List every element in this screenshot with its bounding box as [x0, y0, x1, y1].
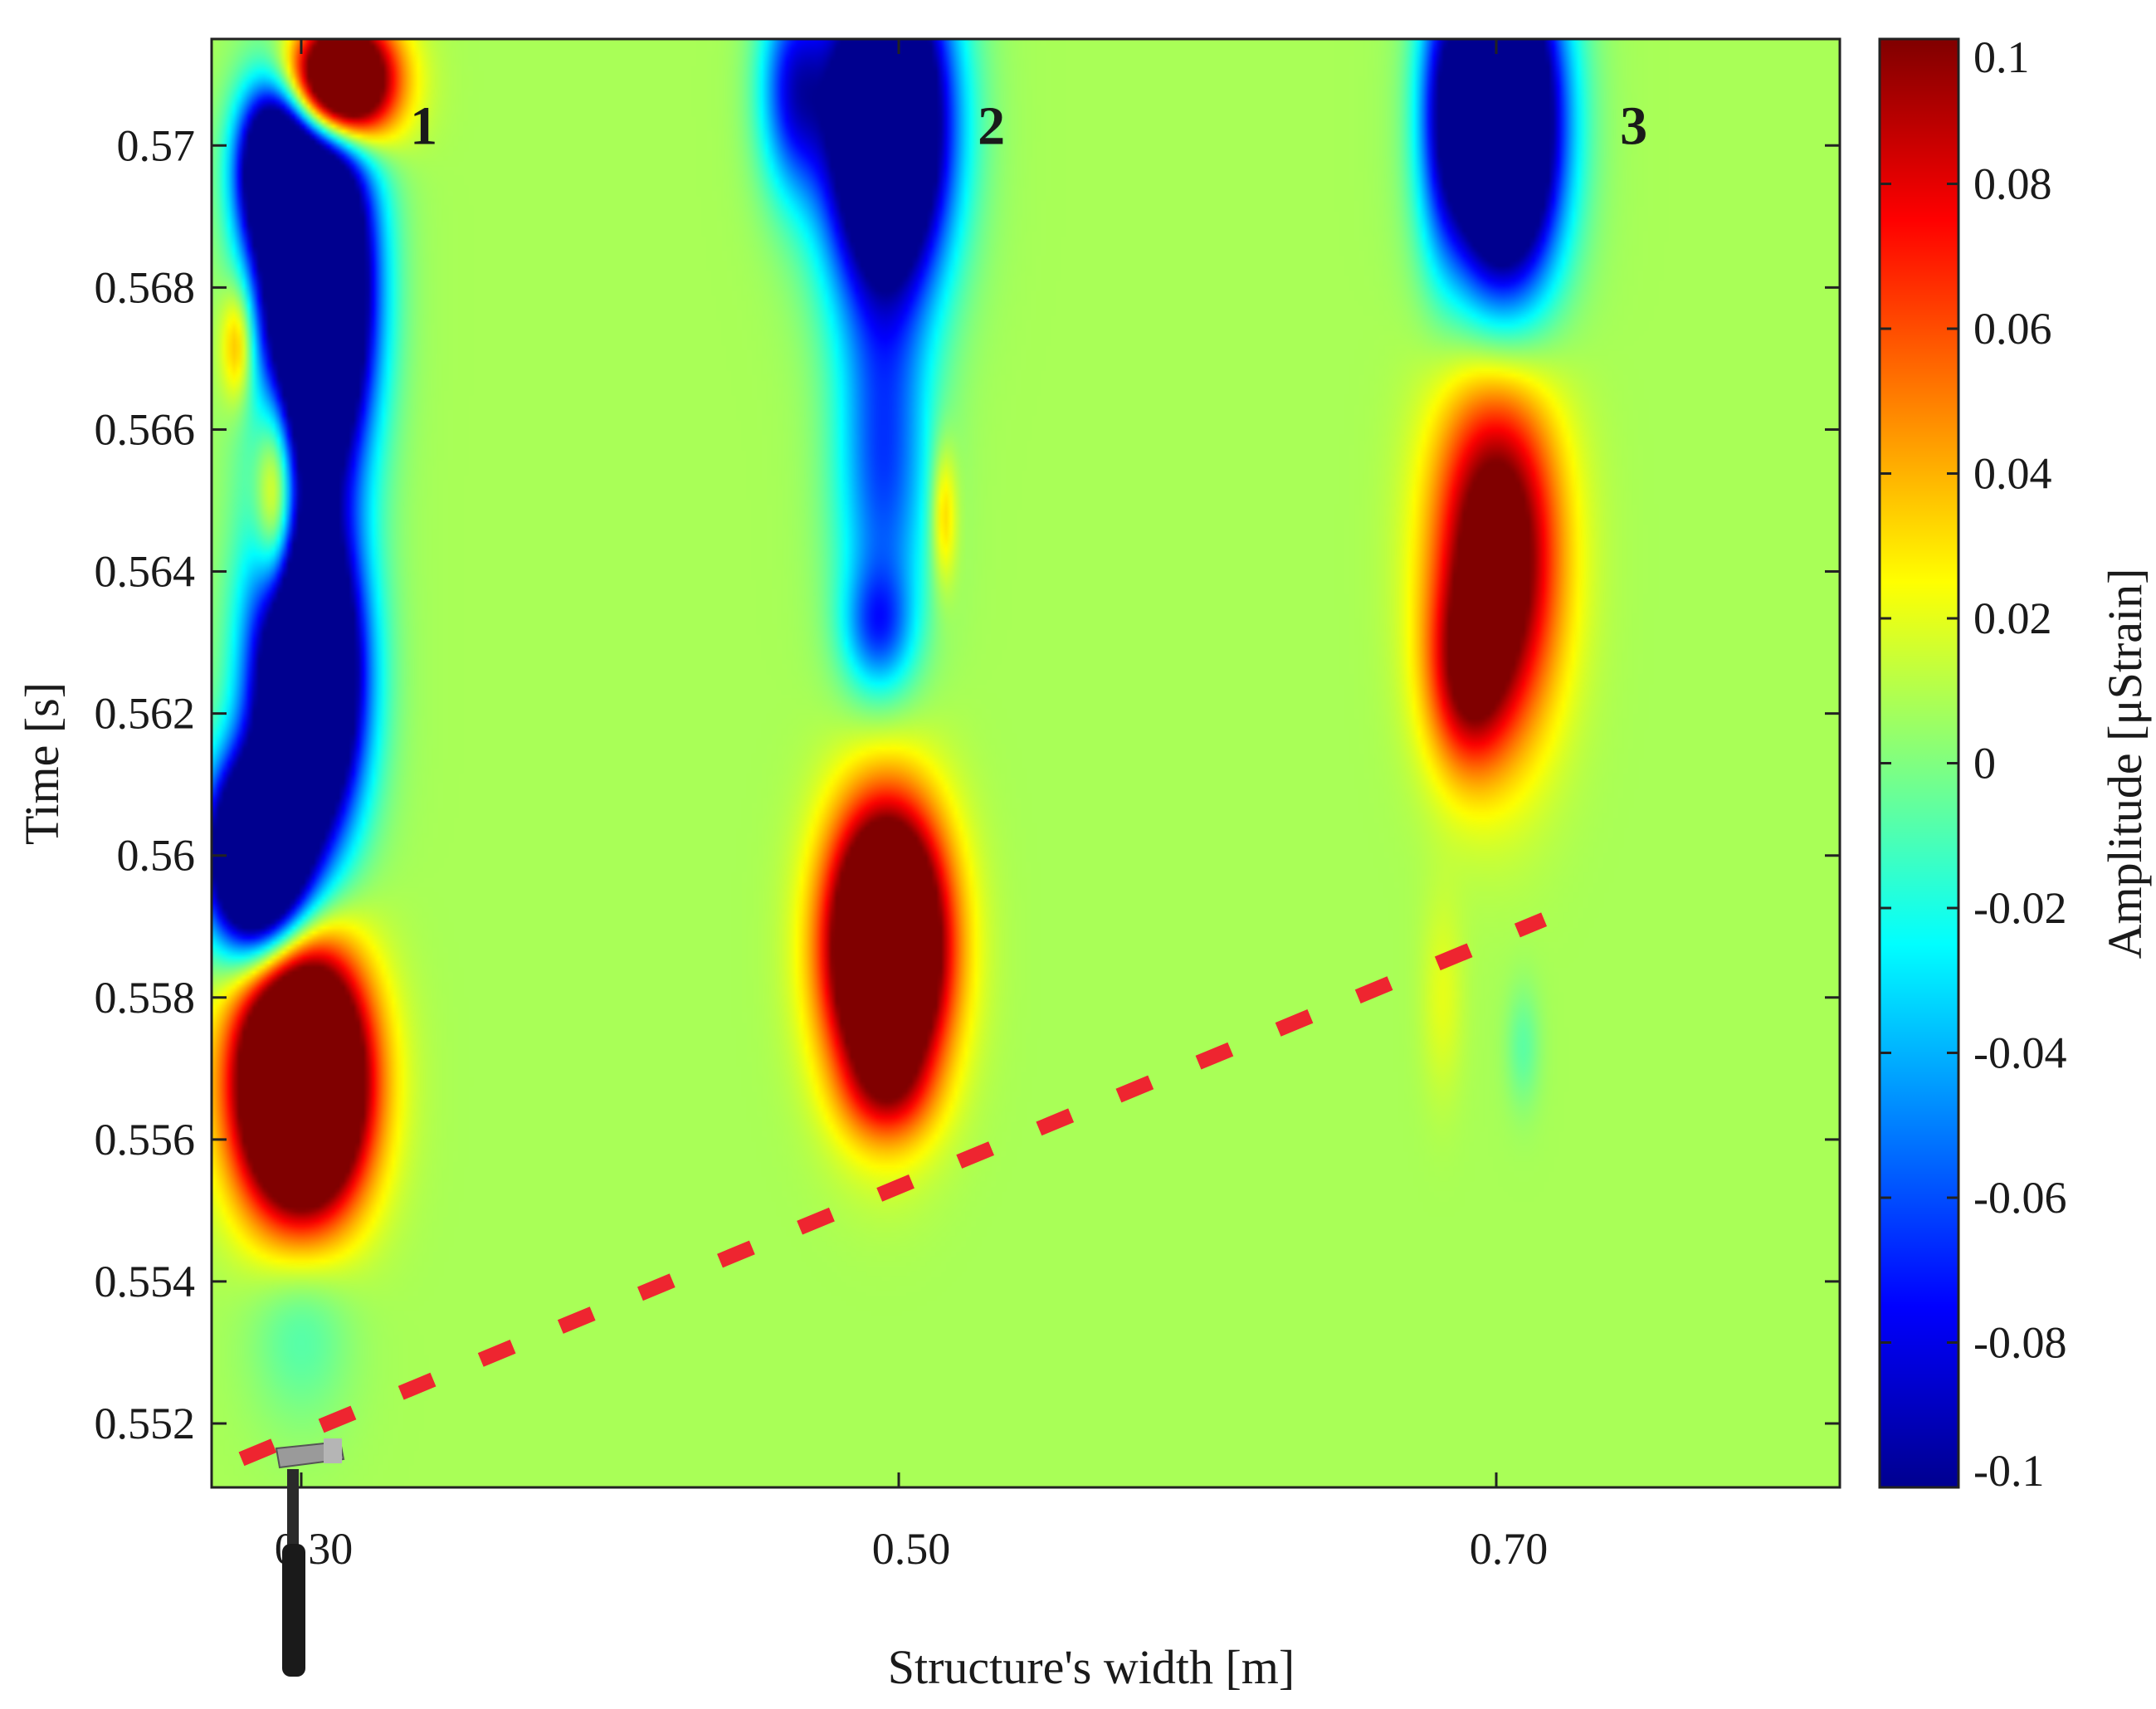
- y-tick-label: 0.568: [95, 262, 196, 312]
- colorbar-tick-label: -0.06: [1973, 1173, 2066, 1223]
- y-axis-ticks: 0.552 0.554 0.556 0.558 0.56 0.562 0.564 0.566 0…: [95, 120, 1840, 1448]
- colorbar-tick-label: 0.04: [1973, 449, 2052, 499]
- x-axis-label: Structure's width [m]: [888, 1640, 1295, 1694]
- wave-front-line: [238, 912, 1548, 1467]
- colorbar-tick-label: 0.06: [1973, 304, 2052, 354]
- y-tick-label: 0.554: [95, 1257, 196, 1306]
- y-tick-label: 0.57: [117, 120, 196, 170]
- y-tick-label: 0.564: [95, 547, 196, 597]
- region-marker-2: 2: [978, 96, 1005, 157]
- colorbar-tick-label: -0.02: [1973, 883, 2066, 933]
- y-tick-label: 0.556: [95, 1115, 196, 1165]
- colorbar-tick-label: -0.1: [1973, 1446, 2044, 1496]
- colorbar-tick-label: 0: [1973, 739, 1996, 789]
- heatmap-raster: [212, 39, 1840, 1487]
- x-tick-label: 0.50: [872, 1524, 951, 1574]
- region-marker-1: 1: [410, 96, 437, 157]
- colorbar: [1878, 37, 1960, 1489]
- colorbar-tick-label: -0.08: [1973, 1318, 2066, 1368]
- y-axis-label: Time [s]: [15, 682, 69, 845]
- plot-frame: [210, 37, 1841, 1489]
- y-tick-label: 0.552: [95, 1399, 196, 1448]
- y-tick-label: 0.558: [95, 973, 196, 1023]
- colorbar-tick-label: 0.08: [1973, 159, 2052, 209]
- y-tick-label: 0.566: [95, 404, 196, 454]
- colorbar-tick-label: 0.02: [1973, 593, 2052, 643]
- y-tick-label: 0.562: [95, 689, 196, 739]
- colorbar-ticks: 0.1 0.08 0.06 0.04 0.02 0 -0.02 -0.04 -0.06 -0.08…: [1880, 32, 2066, 1496]
- region-marker-3: 3: [1620, 96, 1647, 157]
- x-tick-label: 0.70: [1470, 1524, 1549, 1574]
- colorbar-tick-label: -0.04: [1973, 1028, 2066, 1078]
- colorbar-tick-label: 0.1: [1973, 32, 2030, 82]
- hammer-icon: [275, 1438, 345, 1677]
- region-markers: 1 2 3: [410, 96, 1647, 157]
- y-tick-label: 0.56: [117, 831, 196, 881]
- colorbar-label: Amplitude [μStrain]: [2098, 569, 2152, 959]
